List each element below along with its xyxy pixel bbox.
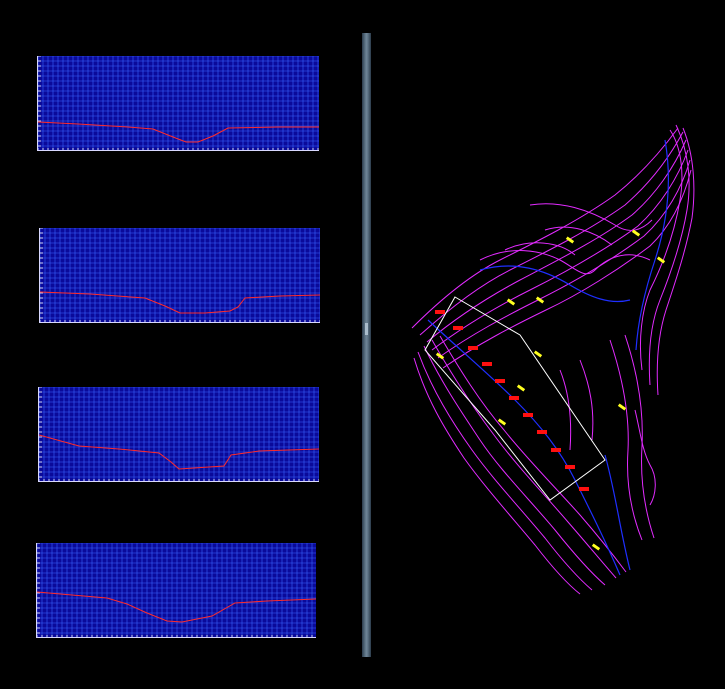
axis-ticks xyxy=(39,387,319,481)
yellow-marker xyxy=(617,403,627,411)
yellow-marker xyxy=(533,350,543,358)
red-marker xyxy=(435,310,445,314)
red-marker xyxy=(565,465,575,469)
ground-profile-line xyxy=(40,291,320,314)
yellow-marker xyxy=(516,384,526,392)
ground-profile-line xyxy=(38,121,319,143)
yellow-marker xyxy=(497,418,507,426)
yellow-marker xyxy=(535,296,545,304)
cross-section-chart-4 xyxy=(37,543,316,637)
markers xyxy=(435,229,666,551)
cross-section-panel-3 xyxy=(38,387,319,482)
contour-lines xyxy=(411,124,695,595)
yellow-marker xyxy=(506,298,516,306)
red-marker xyxy=(551,448,561,452)
grid-lines xyxy=(40,228,320,322)
grid-lines xyxy=(37,543,316,637)
red-marker xyxy=(523,413,533,417)
ground-profile-line xyxy=(39,434,319,470)
watercourse-lines xyxy=(427,139,670,576)
ground-profile-line xyxy=(37,591,316,623)
axis-ticks xyxy=(38,56,319,150)
red-marker xyxy=(537,430,547,434)
yellow-marker xyxy=(565,236,575,244)
project-boundary-outline xyxy=(424,296,606,501)
grid-lines xyxy=(38,56,319,150)
yellow-marker xyxy=(591,543,601,551)
red-marker xyxy=(495,379,505,383)
grid-lines xyxy=(39,387,319,481)
red-marker xyxy=(509,396,519,400)
panel-splitter[interactable] xyxy=(362,33,371,657)
yellow-marker xyxy=(631,229,641,237)
cross-section-chart-2 xyxy=(40,228,320,322)
cross-section-chart-1 xyxy=(38,56,319,150)
red-marker xyxy=(579,487,589,491)
red-marker xyxy=(453,326,463,330)
axis-ticks xyxy=(40,228,320,322)
red-marker xyxy=(482,362,492,366)
red-marker xyxy=(468,346,478,350)
cross-section-panel-1 xyxy=(37,56,319,151)
yellow-marker xyxy=(435,352,445,360)
cross-section-chart-3 xyxy=(39,387,319,481)
axis-ticks xyxy=(37,543,313,637)
contour-site-plan xyxy=(411,124,695,595)
cross-section-panel-4 xyxy=(36,543,316,638)
splitter-grip-icon[interactable] xyxy=(365,323,368,335)
yellow-marker xyxy=(656,256,666,264)
cross-section-panel-2 xyxy=(39,228,320,323)
